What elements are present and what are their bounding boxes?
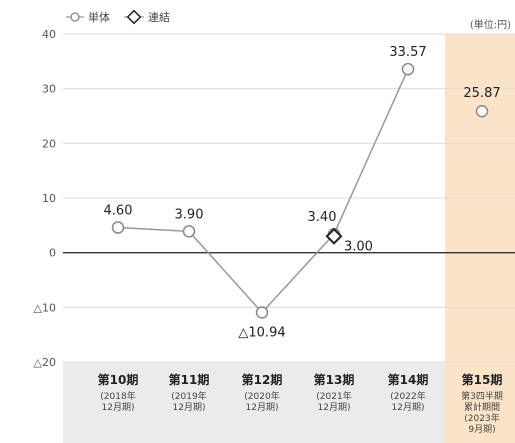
data-point-consolidated xyxy=(325,227,343,245)
legend-entry-single: 単体 xyxy=(88,10,110,24)
category-sublabel: 第3四半期 xyxy=(461,390,503,402)
category-sublabel: (2020年 xyxy=(244,390,279,402)
data-label-single: 25.87 xyxy=(463,86,500,101)
legend-circle-icon xyxy=(70,12,80,22)
category-labels: 第10期(2018年12月期)第11期(2019年12月期)第12期(2020年… xyxy=(98,372,503,435)
category-sublabel: 12月期) xyxy=(392,402,425,413)
unit-label: (単位:円) xyxy=(470,18,511,31)
data-point-single xyxy=(182,225,196,238)
category-label: 第11期 xyxy=(169,372,210,387)
data-label-single: 33.57 xyxy=(389,45,426,60)
category-label: 第15期 xyxy=(462,372,503,387)
legend-diamond-icon xyxy=(126,9,142,25)
category-sublabel: (2023年 xyxy=(464,412,499,424)
highlight-band xyxy=(445,34,515,443)
y-tick-label: 10 xyxy=(42,192,56,205)
category-sublabel: (2022年 xyxy=(390,390,425,402)
category-label: 第14期 xyxy=(388,372,429,387)
data-point-single xyxy=(111,221,125,234)
y-tick-label: △20 xyxy=(34,356,56,369)
data-point-single xyxy=(475,104,489,118)
y-tick-label: △10 xyxy=(34,301,56,314)
data-label-single: 4.60 xyxy=(104,204,133,219)
data-label-single: 3.90 xyxy=(175,207,204,222)
category-sublabel: (2019年 xyxy=(171,390,206,402)
category-sublabel: 12月期) xyxy=(246,402,279,413)
data-point-single xyxy=(401,62,415,76)
category-sublabel: (2021年 xyxy=(316,390,351,402)
legend-entry-consolidated: 連結 xyxy=(148,10,170,24)
category-sublabel: 9月期) xyxy=(468,424,495,435)
data-point-single xyxy=(255,306,269,319)
data-label-consolidated: 3.00 xyxy=(344,239,373,254)
y-axis-ticks: 40 30 20 10 0 △10 △20 xyxy=(34,28,56,369)
category-axis-band xyxy=(63,362,445,443)
data-label-single: 3.40 xyxy=(308,210,337,225)
category-sublabel: 累計期間 xyxy=(464,401,500,413)
category-sublabel: 12月期) xyxy=(102,402,135,413)
series-layer: 4.60 3.90 △10.94 3.40 33.57 25.87 3.00 xyxy=(104,45,501,340)
category-sublabel: (2018年 xyxy=(100,390,135,402)
y-tick-label: 30 xyxy=(42,83,56,96)
data-label-single: △10.94 xyxy=(238,325,285,340)
y-tick-label: 0 xyxy=(49,247,56,260)
category-sublabel: 12月期) xyxy=(318,402,351,413)
category-label: 第13期 xyxy=(314,372,355,387)
category-sublabel: 12月期) xyxy=(173,402,206,413)
legend: 単体 連結 xyxy=(66,9,170,25)
y-tick-label: 20 xyxy=(42,137,56,150)
y-tick-label: 40 xyxy=(42,28,56,41)
category-label: 第10期 xyxy=(98,372,139,387)
category-label: 第12期 xyxy=(242,372,283,387)
series-line-single xyxy=(117,68,409,314)
